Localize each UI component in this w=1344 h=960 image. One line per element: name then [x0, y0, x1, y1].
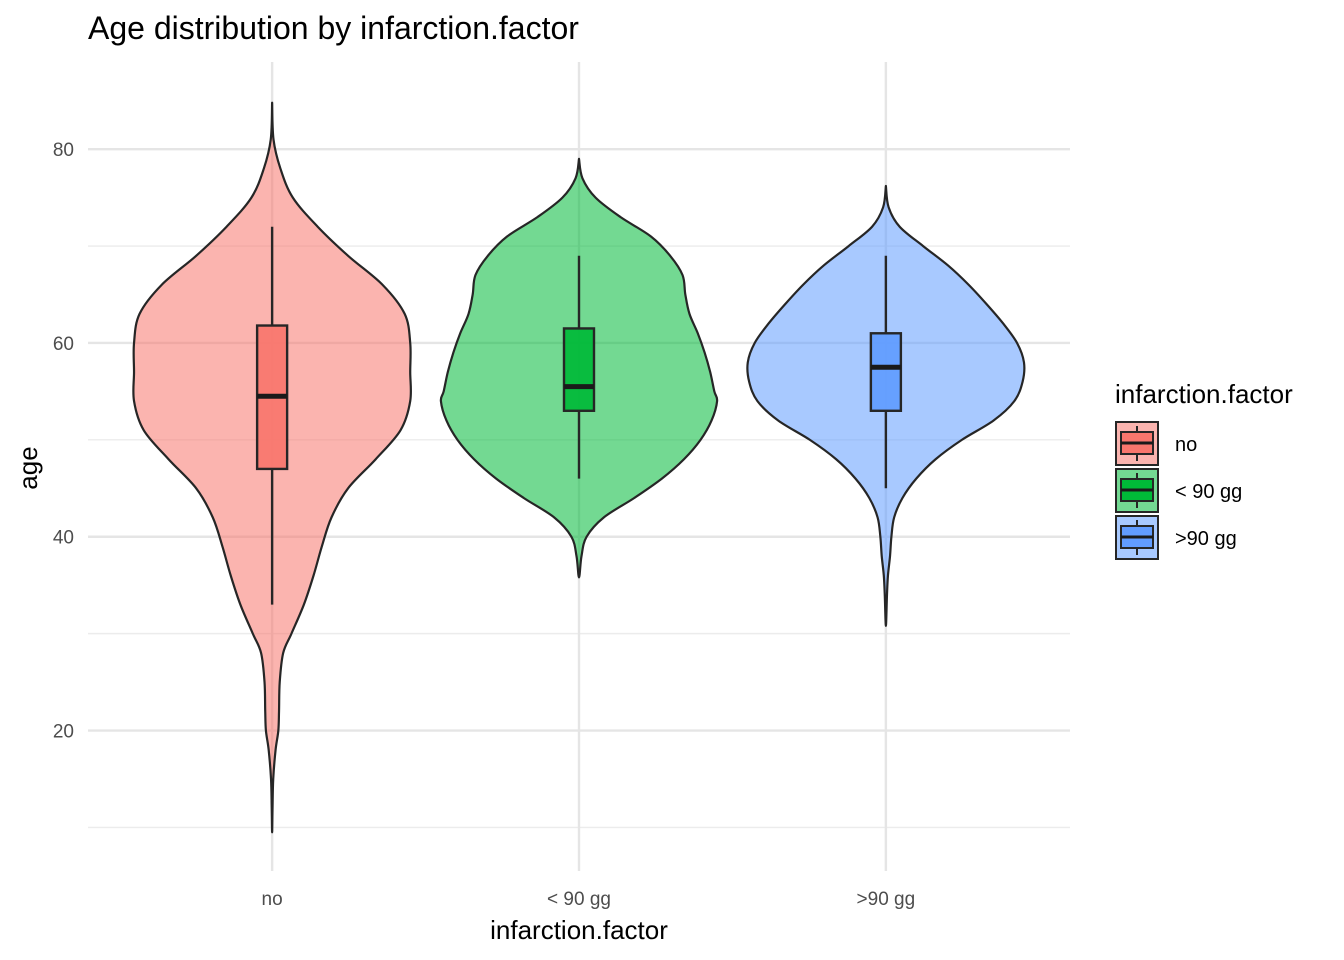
y-tick-label: 40: [53, 528, 74, 549]
y-tick-label: 80: [53, 140, 74, 161]
legend: infarction.factor no < 90 gg >90 gg: [1115, 379, 1293, 560]
box->90 gg: [869, 332, 903, 412]
legend-label: no: [1175, 434, 1197, 456]
x-axis-title: infarction.factor: [490, 915, 668, 945]
x-tick-label: >90 gg: [857, 889, 916, 910]
legend-items: no < 90 gg >90 gg: [1115, 421, 1242, 560]
y-tick-label: 20: [53, 722, 74, 743]
legend-item: < 90 gg: [1115, 468, 1242, 513]
box-< 90 gg: [562, 327, 596, 412]
y-tick-labels: 20 40 60 80: [53, 140, 74, 742]
legend-item: no: [1115, 421, 1197, 466]
x-tick-label: < 90 gg: [547, 889, 611, 910]
x-tick-label: no: [262, 889, 283, 910]
chart-title: Age distribution by infarction.factor: [88, 10, 579, 46]
legend-label: < 90 gg: [1175, 481, 1242, 503]
boxplots: [255, 226, 903, 605]
x-tick-labels: no < 90 gg >90 gg: [262, 889, 916, 910]
legend-item: >90 gg: [1115, 515, 1237, 560]
legend-title: infarction.factor: [1115, 379, 1293, 409]
y-tick-label: 60: [53, 334, 74, 355]
y-axis-title: age: [13, 446, 43, 489]
legend-label: >90 gg: [1175, 528, 1237, 550]
